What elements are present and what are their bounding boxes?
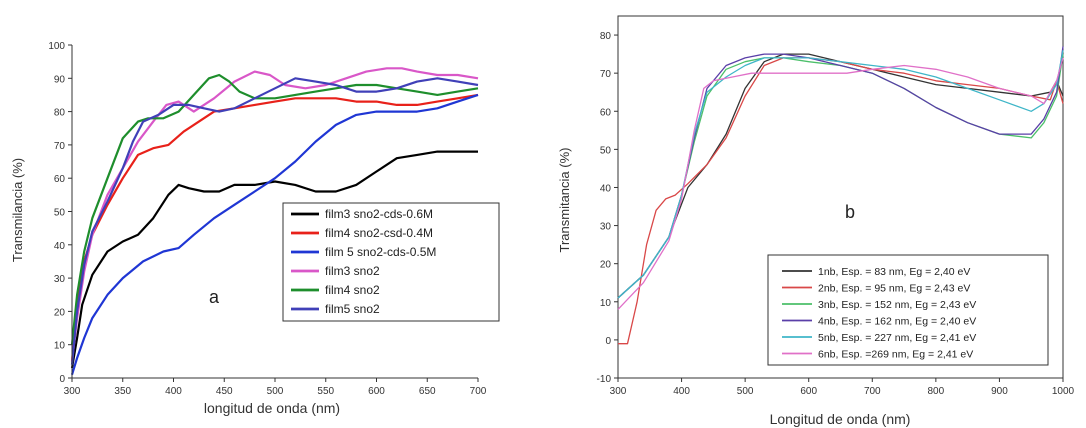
chart-a: Transmilancia (%) longitud de onda (nm) … [10, 41, 500, 416]
legend-entry-3: film 5 sno2-cds-0.5M [325, 245, 436, 259]
chart-b-ylabel: Transmitancia (%) [557, 148, 572, 253]
legend-entry-4: 4nb, Esp. = 162 nm, Eg = 2,40 eV [818, 316, 976, 328]
series-line-5 [70, 73, 479, 345]
y-tick-label: 0 [59, 374, 65, 385]
x-tick-label: 700 [470, 386, 487, 397]
y-tick-label: -10 [597, 374, 612, 385]
y-tick-label: 100 [48, 41, 65, 52]
series-line-1 [70, 150, 478, 369]
y-tick-label: 60 [600, 107, 612, 118]
y-tick-label: 80 [600, 31, 612, 42]
y-tick-label: 50 [600, 145, 612, 156]
y-tick-label: 10 [600, 298, 612, 309]
x-tick-label: 300 [610, 386, 627, 397]
chart-b-frame [617, 15, 1064, 379]
y-tick-label: 20 [600, 260, 612, 271]
x-tick-label: 450 [216, 386, 233, 397]
series-line-6 [617, 57, 1064, 310]
chart-b-legend: 1nb, Esp. = 83 nm, Eg = 2,40 eV 2nb, Esp.… [782, 266, 976, 361]
x-tick-label: 900 [991, 386, 1008, 397]
chart-a-legend-box [282, 202, 500, 322]
legend-entry-4: film3 sno2 [325, 264, 380, 278]
series-line-4 [70, 67, 479, 362]
x-tick-label: 550 [317, 386, 334, 397]
chart-a-panel-label: a [209, 287, 220, 307]
x-tick-label: 1000 [1052, 386, 1075, 397]
x-tick-label: 500 [267, 386, 284, 397]
x-tick-label: 350 [114, 386, 131, 397]
chart-a-xlabel: longitud de onda (nm) [204, 400, 340, 416]
y-tick-label: 70 [600, 69, 612, 80]
x-tick-label: 600 [800, 386, 817, 397]
y-tick-label: 80 [54, 108, 66, 119]
x-tick-label: 650 [419, 386, 436, 397]
chart-a-ticks: 300 350 400 450 500 550 600 650 700 0 10 20 30 40 50 60… [48, 41, 486, 397]
legend-entry-5: film4 sno2 [325, 283, 380, 297]
legend-entry-3: 3nb, Esp. = 152 nm, Eg = 2,43 eV [818, 299, 976, 311]
legend-entry-1: film3 sno2-cds-0.6M [325, 207, 433, 221]
legend-entry-1: 1nb, Esp. = 83 nm, Eg = 2,40 eV [818, 266, 970, 278]
x-tick-label: 300 [64, 386, 81, 397]
y-tick-label: 60 [54, 174, 66, 185]
x-tick-label: 700 [864, 386, 881, 397]
legend-entry-5: 5nb, Esp. = 227 nm, Eg = 2,41 eV [818, 332, 976, 344]
chart-a-ylabel: Transmilancia (%) [10, 158, 25, 262]
y-tick-label: 90 [54, 74, 66, 85]
legend-entry-6: 6nb, Esp. =269 nm, Eg = 2,41 eV [818, 349, 973, 361]
x-tick-label: 500 [737, 386, 754, 397]
legend-entry-2: 2nb, Esp. = 95 nm, Eg = 2,43 eV [818, 283, 970, 295]
y-tick-label: 30 [54, 274, 66, 285]
x-tick-label: 600 [368, 386, 385, 397]
y-tick-label: 0 [605, 336, 611, 347]
series-line-6 [70, 77, 479, 365]
y-tick-label: 10 [54, 341, 66, 352]
y-tick-label: 50 [54, 208, 66, 219]
y-tick-label: 70 [54, 141, 66, 152]
y-tick-label: 40 [54, 241, 66, 252]
x-tick-label: 400 [673, 386, 690, 397]
x-tick-label: 400 [165, 386, 182, 397]
y-tick-label: 20 [54, 307, 66, 318]
y-tick-label: 30 [600, 222, 612, 233]
chart-b-panel-label: b [845, 202, 855, 222]
legend-entry-2: film4 sno2-csd-0.4M [325, 226, 433, 240]
chart-a-lines [70, 67, 479, 376]
y-tick-label: 40 [600, 183, 612, 194]
chart-b-xlabel: Longitud de onda (nm) [770, 411, 911, 427]
x-tick-label: 800 [928, 386, 945, 397]
chart-a-legend: film3 sno2-cds-0.6M film4 sno2-csd-0.4M fi… [291, 207, 436, 316]
chart-b-lines [617, 46, 1064, 345]
series-line-3 [70, 93, 479, 376]
chart-b-legend-box [767, 254, 1049, 366]
legend-entry-6: film5 sno2 [325, 302, 380, 316]
chart-b: Transmitancia (%) Longitud de onda (nm) … [557, 15, 1075, 427]
chart-b-ticks: 300 400 500 600 700 800 900 1000 -10 0 10 20 30 40 50 6… [597, 31, 1075, 397]
